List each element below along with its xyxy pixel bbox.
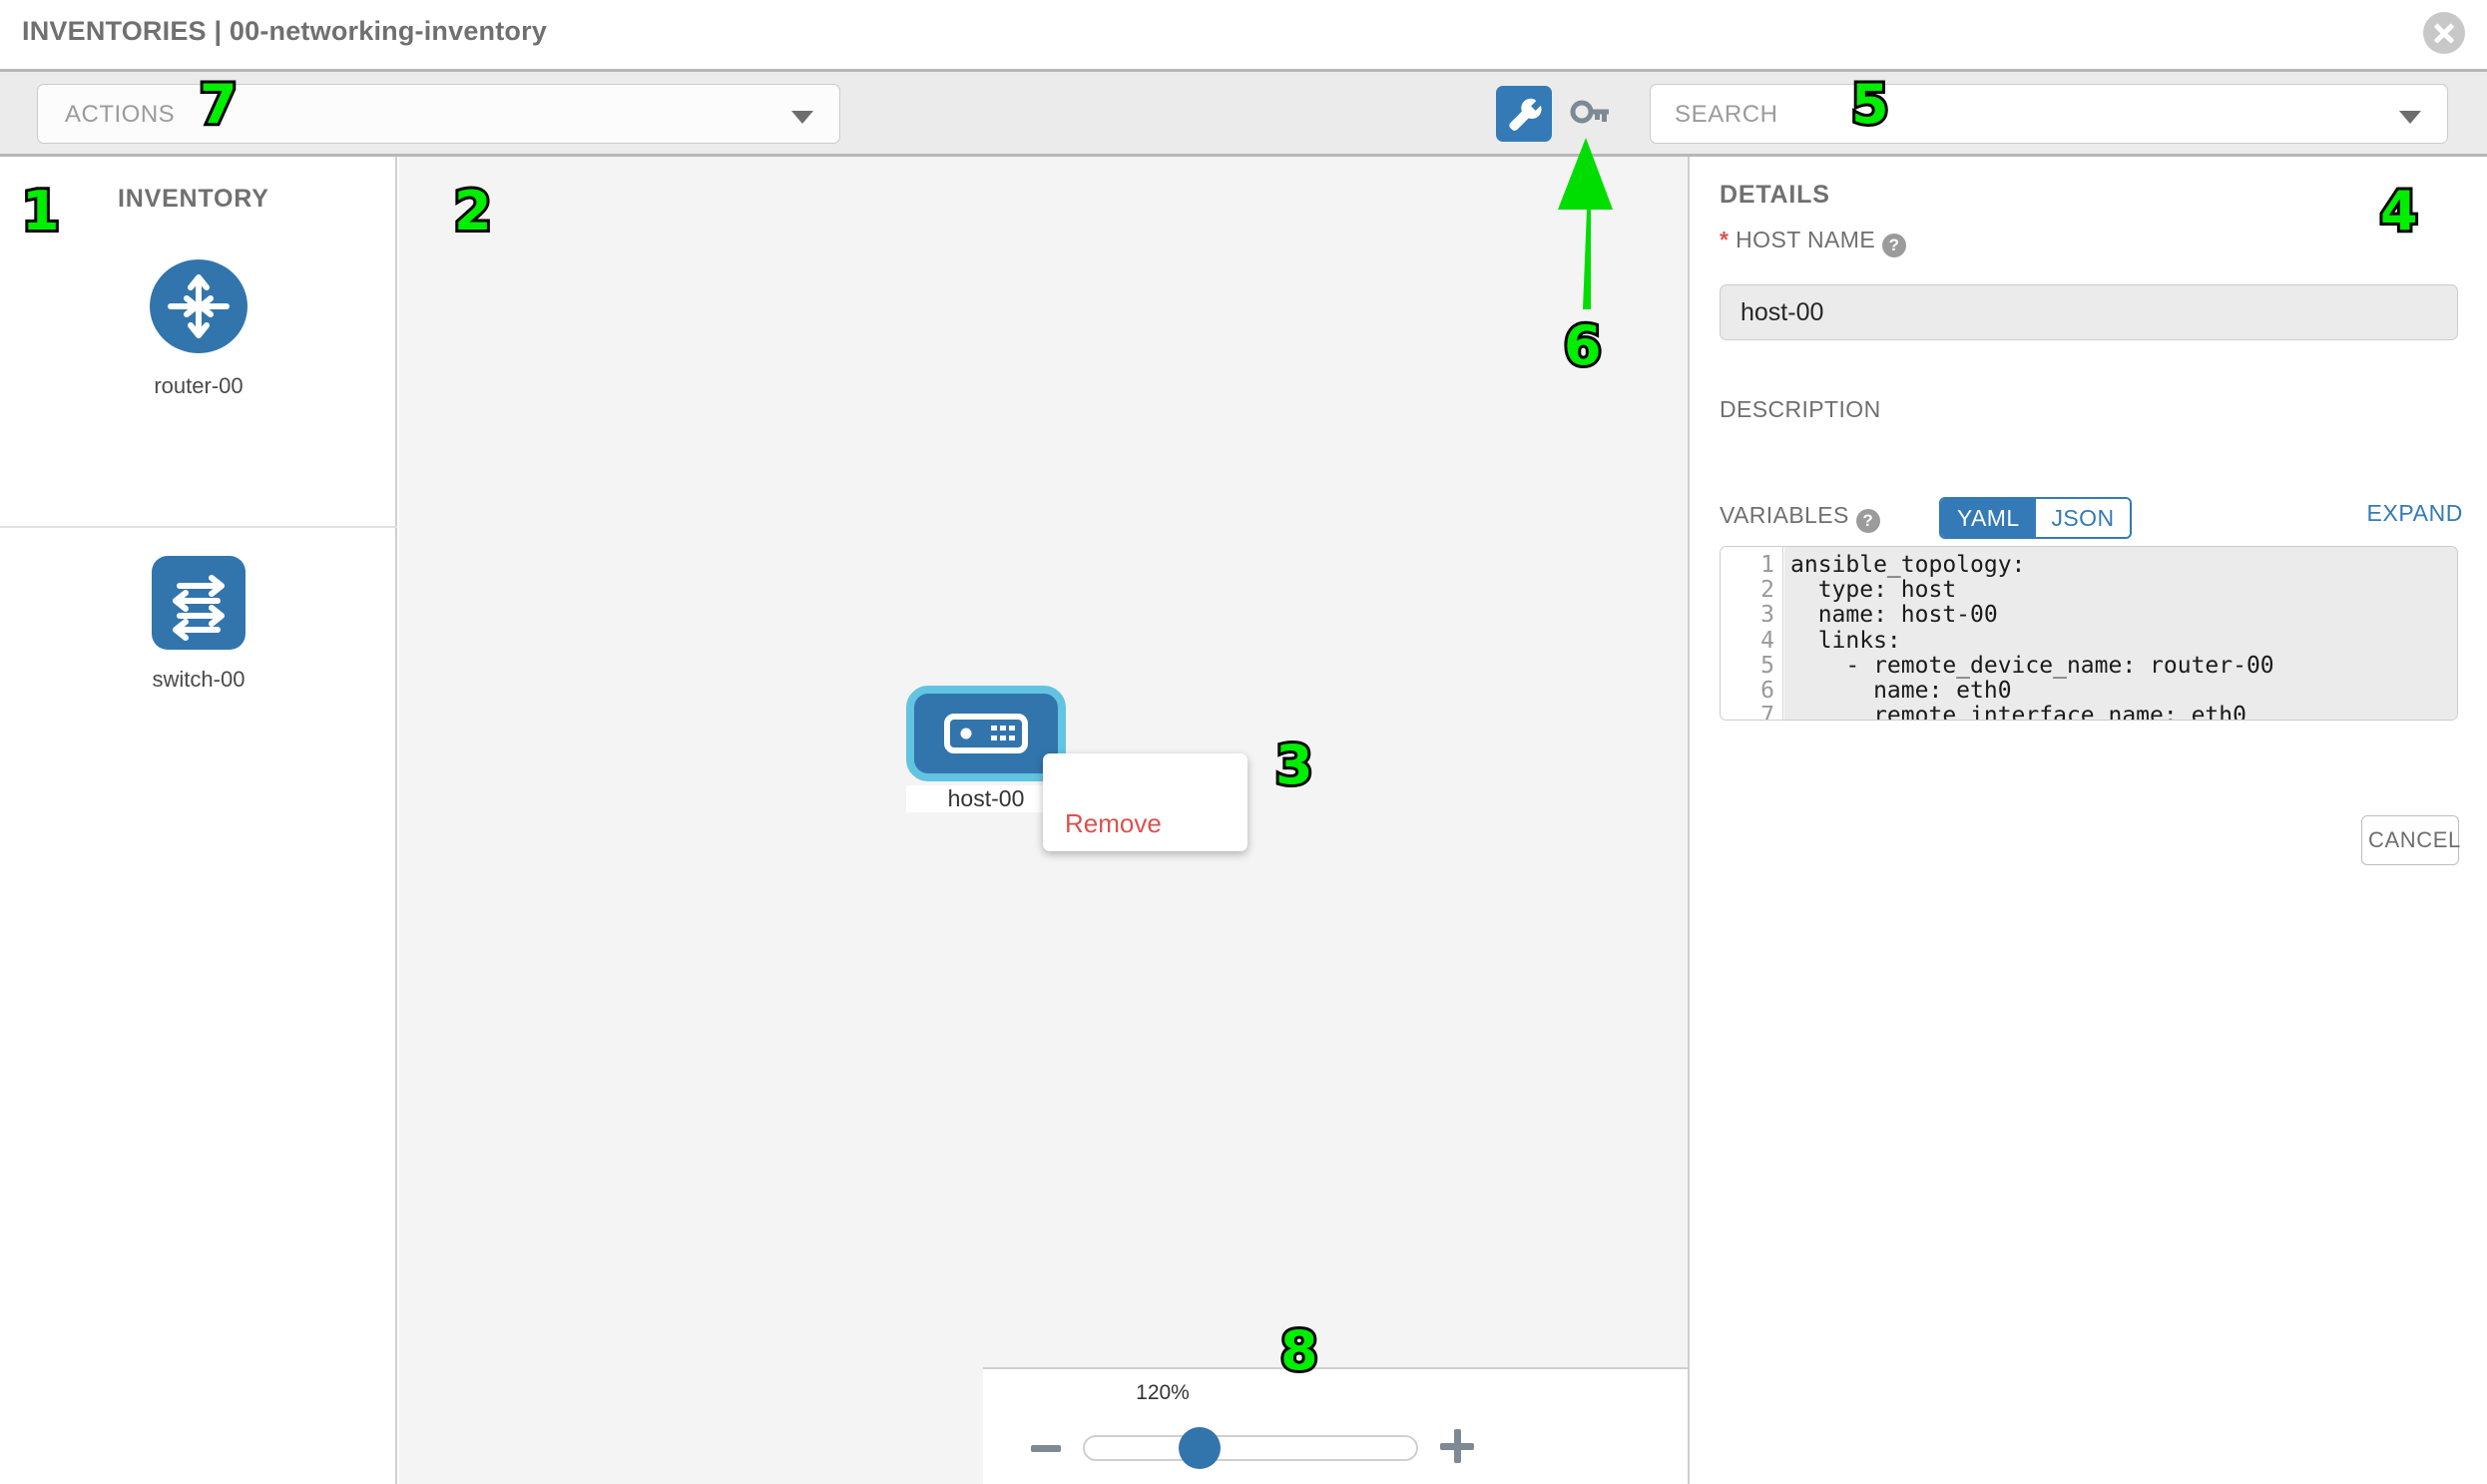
line-number: 3 (1760, 602, 1774, 629)
details-actions: CANCEL (1692, 815, 2487, 875)
variables-field-group: VARIABLES? YAML JSON EXPAND 1 2 3 4 5 (1692, 496, 2487, 785)
sidebar-divider (0, 526, 397, 528)
variables-expand-link[interactable]: EXPAND (2366, 500, 2463, 526)
variables-label: VARIABLES? (1720, 502, 1880, 533)
zoom-in-button[interactable] (1440, 1429, 1474, 1463)
description-label: DESCRIPTION (1720, 396, 1881, 422)
code-line: type: host (1790, 577, 1957, 604)
wrench-icon-glyph (1509, 98, 1542, 131)
editor-line-number-gutter: 1 2 3 4 5 6 7 (1721, 547, 1783, 721)
chevron-down-icon (791, 111, 813, 124)
details-title: DETAILS (1720, 181, 1830, 209)
zoom-slider-thumb[interactable] (1179, 1427, 1221, 1469)
host-name-input[interactable]: host-00 (1720, 284, 2458, 340)
variables-format-toggle: YAML JSON (1939, 497, 2133, 539)
line-number: 4 (1760, 627, 1774, 654)
actions-dropdown[interactable]: ACTIONS (37, 84, 840, 144)
sidebar-item-switch-00[interactable]: switch-00 (0, 556, 397, 693)
node-shape (906, 686, 1066, 781)
inventory-sidebar: INVENTORY (0, 157, 397, 1484)
toolbar: ACTIONS SEARCH (0, 72, 2487, 157)
host-name-label-text: HOST NAME (1736, 227, 1876, 252)
zoom-slider-track[interactable] (1083, 1435, 1418, 1461)
variables-format-json[interactable]: JSON (2035, 499, 2131, 537)
zoom-control: 120% (983, 1367, 1688, 1484)
line-number: 5 (1760, 652, 1774, 679)
help-icon[interactable]: ? (1882, 234, 1907, 257)
page-title: INVENTORIES | 00-networking-inventory (22, 16, 548, 46)
topology-canvas[interactable]: host-00 Details Remove 120% (399, 157, 1690, 1484)
code-line: name: eth0 (1790, 678, 2012, 705)
key-icon-glyph (1570, 100, 1609, 124)
code-line: remote_interface_name: eth0 (1790, 703, 2246, 721)
actions-dropdown-label: ACTIONS (65, 101, 176, 128)
cancel-button[interactable]: CANCEL (2361, 815, 2460, 865)
search-input-placeholder: SEARCH (1675, 101, 1778, 128)
node-context-menu: Details Remove (1043, 753, 1247, 851)
line-number: 7 (1760, 703, 1774, 721)
switch-icon-glyph (152, 556, 246, 650)
context-menu-item-remove[interactable]: Remove (1065, 808, 1162, 838)
help-icon[interactable]: ? (1855, 509, 1880, 533)
close-icon[interactable] (2423, 12, 2465, 54)
required-asterisk: * (1720, 227, 1730, 252)
search-field[interactable]: SEARCH (1650, 84, 2448, 144)
code-line: links: (1790, 627, 1901, 654)
details-panel: DETAILS * HOST NAME? host-00 DESCRIPTION… (1692, 157, 2487, 1484)
node-label: host-00 (906, 785, 1066, 812)
code-line: name: host-00 (1790, 602, 1998, 629)
variables-label-text: VARIABLES (1720, 502, 1849, 528)
line-number: 6 (1760, 678, 1774, 705)
sidebar-item-label: switch-00 (152, 667, 246, 692)
wrench-icon[interactable] (1496, 86, 1552, 142)
router-icon-glyph (150, 259, 248, 353)
sidebar-item-router-00[interactable]: router-00 (0, 256, 397, 399)
topology-node-host-00[interactable]: host-00 (906, 686, 1066, 812)
variables-format-yaml[interactable]: YAML (1941, 499, 2036, 537)
host-name-label: * HOST NAME? (1720, 227, 1907, 257)
main-body: INVENTORY (0, 157, 2487, 1484)
router-icon (149, 256, 249, 361)
switch-icon (152, 556, 246, 655)
line-number: 1 (1760, 552, 1774, 578)
line-number: 2 (1760, 577, 1774, 604)
sidebar-item-label: router-00 (154, 373, 244, 398)
window-header: INVENTORIES | 00-networking-inventory (0, 0, 2487, 72)
zoom-out-button[interactable] (1031, 1445, 1061, 1452)
sidebar-title: INVENTORY (118, 185, 269, 213)
variables-editor[interactable]: 1 2 3 4 5 6 7 ansible_topology: type: ho… (1720, 546, 2458, 721)
zoom-level-label: 120% (1136, 1381, 1190, 1404)
host-name-field-group: * HOST NAME? host-00 (1692, 227, 2487, 346)
key-icon[interactable] (1562, 86, 1618, 142)
code-line: ansible_topology: (1790, 552, 2026, 578)
code-line: - remote_device_name: router-00 (1790, 652, 2274, 679)
host-server-icon (944, 714, 1028, 753)
editor-code-area[interactable]: ansible_topology: type: host name: host-… (1784, 547, 2457, 721)
chevron-down-icon (2399, 111, 2421, 124)
plus-icon-vertical (1454, 1429, 1461, 1463)
